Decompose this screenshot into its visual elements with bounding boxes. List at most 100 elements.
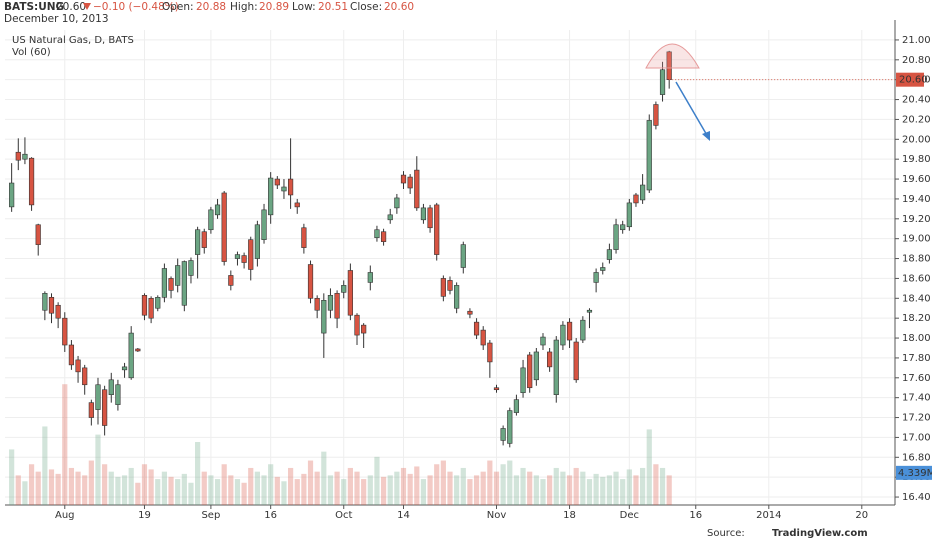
y-tick-label: 18.00 [902, 333, 931, 344]
candle-body [15, 151, 21, 161]
volume-bar [35, 471, 41, 505]
candle-body [188, 260, 194, 276]
candle-body [540, 336, 546, 346]
volume-bar [613, 471, 619, 505]
candle-body [434, 204, 440, 255]
source-prefix: Source: [707, 528, 745, 539]
volume-bar [327, 475, 334, 505]
y-tick-label: 20.00 [902, 134, 931, 145]
volume-bar [507, 460, 513, 505]
candle-body [115, 384, 121, 405]
candle-body [327, 295, 334, 311]
candle-body [175, 265, 181, 286]
volume-bar [155, 479, 161, 505]
volume-bar [380, 476, 387, 505]
symbol: BATS:UNG [4, 1, 64, 13]
candle-body [121, 366, 128, 371]
y-tick-label: 17.60 [902, 373, 931, 384]
volume-bar [560, 471, 566, 505]
volume-bar [341, 479, 347, 505]
volume-bar [248, 467, 254, 505]
volume-bar [513, 475, 520, 505]
candle-body [460, 244, 466, 268]
volume-label: Vol (60) [12, 47, 51, 58]
volume-bar [454, 475, 460, 505]
volume-bar [294, 479, 300, 505]
volume-bar [55, 473, 61, 505]
candle-body [513, 399, 520, 413]
highlight-arc [645, 43, 700, 69]
candle-body [374, 229, 380, 238]
volume-bar [460, 467, 466, 505]
candle-body [201, 231, 207, 248]
volume-bar [374, 456, 380, 505]
volume-bar [48, 469, 55, 505]
volume-bar [321, 451, 327, 505]
candle-body [55, 304, 61, 319]
volume-bar [394, 471, 400, 505]
volume-bar [547, 475, 553, 505]
candle-body [68, 344, 75, 366]
candle-body [128, 332, 134, 379]
volume-bar [427, 475, 433, 505]
candle-body [102, 389, 108, 426]
volume-bar [241, 482, 247, 505]
volume-bar [400, 467, 407, 505]
volume-bar [301, 473, 307, 505]
candle-body [613, 224, 619, 250]
candle-body [28, 157, 35, 206]
field-value: 20.51 [318, 1, 348, 13]
y-tick-label: 19.20 [902, 214, 931, 225]
candle-body [254, 224, 260, 259]
volume-bar [473, 475, 480, 505]
down-arrow-icon [83, 3, 91, 10]
x-tick-label: 19 [138, 510, 151, 521]
candle-body [487, 342, 493, 363]
trend-arrow [675, 81, 709, 138]
volume-bar [141, 464, 148, 505]
volume-bar [434, 464, 440, 505]
volume-bar [28, 464, 35, 505]
candle-body [314, 298, 320, 311]
plot-area: 16.4016.6016.8017.0017.2017.4017.6017.80… [5, 20, 932, 521]
candle-body [400, 174, 407, 184]
volume-bar [580, 471, 586, 505]
candle-body [301, 227, 307, 248]
volume-bar [440, 460, 446, 505]
candle-body [354, 314, 360, 336]
volume-bar [640, 467, 646, 505]
candle-body [307, 264, 314, 299]
volume-bar [234, 479, 241, 505]
volume-bar [334, 471, 340, 505]
candle-body [241, 255, 247, 263]
field-value: 20.89 [259, 1, 289, 13]
y-tick-label: 19.80 [902, 154, 931, 165]
y-tick-label: 18.80 [902, 254, 931, 265]
volume-bar [75, 471, 81, 505]
candle-body [22, 153, 28, 160]
candle-body [294, 202, 300, 208]
y-tick-label: 16.80 [902, 452, 931, 463]
volume-bar [268, 464, 274, 505]
y-tick-label: 18.40 [902, 293, 931, 304]
candle-body [108, 379, 114, 395]
candle-body [653, 104, 659, 126]
x-tick-label: 2014 [756, 510, 781, 521]
candle-body [88, 402, 94, 418]
y-tick-label: 21.00 [902, 35, 931, 46]
volume-bar [593, 473, 599, 505]
volume-bar [254, 471, 260, 505]
volume-bar [447, 471, 453, 505]
candle-body [407, 176, 413, 189]
candle-body [659, 69, 666, 95]
x-tick-label: 16 [689, 510, 702, 521]
candle-body [440, 278, 446, 297]
date: December 10, 2013 [4, 13, 109, 25]
candle-body [35, 224, 41, 245]
candle-body [626, 202, 632, 228]
field-label: Low: [292, 1, 316, 13]
candle-body [234, 254, 241, 259]
candle-body [633, 194, 639, 204]
